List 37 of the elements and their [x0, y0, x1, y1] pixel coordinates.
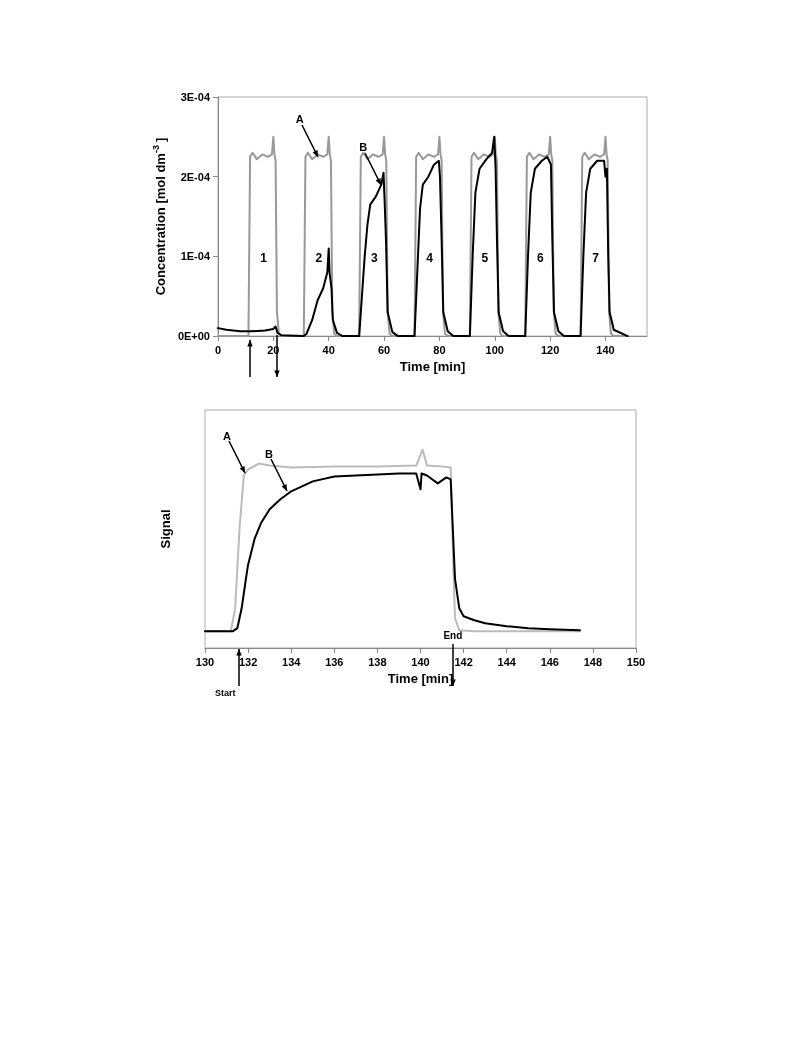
- x-tick-label: 150: [626, 655, 646, 668]
- x-tick-label: 130: [195, 655, 215, 668]
- x-tick-label: 100: [485, 343, 504, 356]
- x-tick-label: 0: [214, 343, 222, 356]
- x-tick-label: 140: [411, 655, 430, 668]
- x-tick-label: 136: [325, 655, 344, 668]
- annotation: A: [295, 113, 304, 126]
- x-tick-label: 146: [540, 655, 559, 668]
- x-tick-label: 144: [497, 655, 517, 668]
- annotation: 4: [426, 251, 434, 266]
- x-tick-label: 148: [583, 655, 603, 668]
- y-tick-label: 1E-04: [180, 250, 211, 263]
- y-axis-title: Concentration [mol dm-3]: [151, 137, 168, 296]
- annotation: 1: [260, 251, 268, 266]
- x-tick-label: 40: [322, 343, 335, 356]
- annotation: B: [264, 447, 273, 460]
- x-tick-label: 138: [368, 655, 387, 668]
- x-axis-title: Time [min]: [399, 359, 466, 374]
- x-tick-label: 134: [282, 655, 302, 668]
- annotation: 2: [315, 251, 323, 266]
- annotation: End: [443, 629, 463, 641]
- y-axis-title: Signal: [157, 509, 173, 549]
- annotation: 5: [481, 251, 489, 266]
- text: Start: [214, 687, 236, 698]
- annotation: A: [222, 429, 231, 442]
- y-tick-label: 3E-04: [180, 91, 211, 103]
- x-tick-label: 80: [433, 343, 446, 356]
- annotation: B: [359, 141, 368, 154]
- annotation: 3: [370, 251, 378, 266]
- x-tick-label: 60: [377, 343, 391, 356]
- x-tick-label: 142: [454, 655, 473, 668]
- x-tick-label: 140: [596, 343, 615, 356]
- annotation: 7: [592, 251, 600, 266]
- y-tick-label: 2E-04: [180, 170, 211, 183]
- y-tick-label: 0E+00: [177, 330, 210, 343]
- x-tick-label: 120: [540, 343, 560, 356]
- annotation: 6: [536, 251, 544, 266]
